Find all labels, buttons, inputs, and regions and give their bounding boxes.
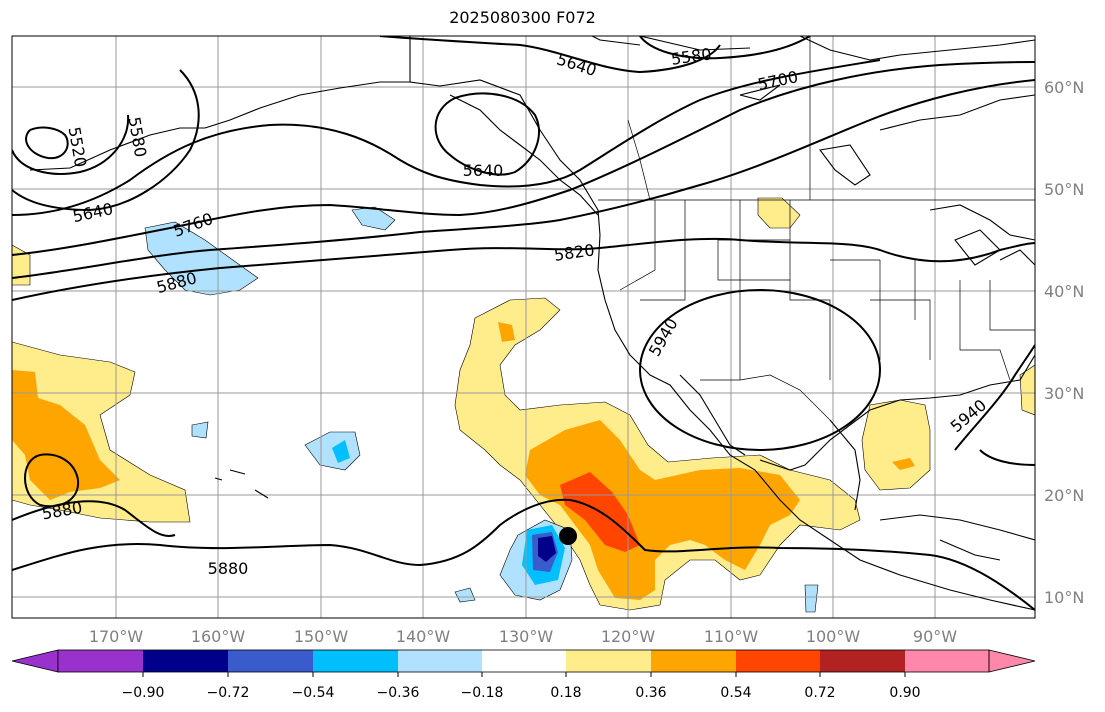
- contour-label: 5820: [553, 240, 596, 264]
- negative-anomaly-north: [144, 221, 259, 296]
- lat-label: 10°N: [1044, 588, 1084, 607]
- political-borders: [598, 36, 1035, 421]
- colorbar-tick-label: −0.54: [292, 685, 335, 701]
- positive-anomaly-florida: [1019, 364, 1035, 416]
- lon-label: 100°W: [806, 627, 861, 646]
- lon-label: 90°W: [913, 627, 957, 646]
- colorbar-tick-label: 0.90: [889, 685, 920, 701]
- lon-label: 160°W: [191, 627, 246, 646]
- colorbar-bin: [905, 650, 989, 672]
- colorbar-bin: [143, 650, 228, 672]
- lat-label: 30°N: [1044, 384, 1084, 403]
- positive-anomaly-plains: [757, 197, 801, 229]
- longitude-labels: 170°W 160°W 150°W 140°W 130°W 120°W 110°…: [89, 627, 957, 646]
- colorbar-tick-label: −0.18: [461, 685, 504, 701]
- graticule: [12, 36, 1035, 618]
- positive-anomaly-gulf: [861, 399, 931, 491]
- lon-label: 170°W: [89, 627, 144, 646]
- colorbar-tick-label: 0.18: [550, 685, 581, 701]
- lat-label: 20°N: [1044, 486, 1084, 505]
- colorbar: −0.90 −0.72 −0.54 −0.36 −0.18 0.18 0.36 …: [11, 649, 1036, 701]
- lat-label: 60°N: [1044, 78, 1084, 97]
- height-contours: [12, 36, 1035, 611]
- colorbar-bin: [736, 650, 820, 672]
- map-frame: [11, 35, 1036, 619]
- contour-label: 5640: [71, 199, 115, 226]
- colorbar-extend-min: [11, 649, 59, 673]
- colorbar-extend-max: [988, 649, 1036, 673]
- colorbar-tick-label: −0.72: [207, 685, 250, 701]
- colorbar-tick-label: 0.72: [804, 685, 835, 701]
- positive-anomaly-gulf-strong: [892, 458, 915, 470]
- colorbar-tick-label: −0.36: [377, 685, 420, 701]
- contour-label: 5640: [463, 161, 504, 180]
- negative-anomaly-hawaii: [304, 431, 361, 471]
- contour-label: 5520: [65, 125, 91, 168]
- contour-label: 5580: [670, 44, 713, 68]
- colorbar-bin: [651, 650, 736, 672]
- lat-label: 50°N: [1044, 180, 1084, 199]
- lon-label: 110°W: [704, 627, 759, 646]
- latitude-labels: 60°N 50°N 40°N 30°N 20°N 10°N: [1044, 78, 1084, 607]
- positive-anomaly-west-strong: [12, 370, 120, 500]
- contour-label: 5640: [554, 49, 599, 80]
- lon-label: 150°W: [294, 627, 349, 646]
- colorbar-bin: [228, 650, 313, 672]
- colorbar-bin: [398, 650, 482, 672]
- contour-label: 5880: [154, 268, 198, 297]
- colorbar-tick-label: −0.90: [122, 685, 165, 701]
- positive-anomaly-edge: [12, 244, 31, 286]
- colorbar-bin: [58, 650, 143, 672]
- contour-label: 5580: [125, 115, 151, 158]
- lat-label: 40°N: [1044, 282, 1084, 301]
- contour-label: 5880: [208, 559, 249, 578]
- lon-label: 140°W: [396, 627, 451, 646]
- colorbar-bin: [482, 650, 566, 672]
- storm-center-marker: [559, 527, 577, 545]
- anomaly-shading: [12, 197, 1035, 613]
- lon-label: 120°W: [601, 627, 656, 646]
- colorbar-tick-label: 0.36: [635, 685, 666, 701]
- negative-anomaly-center: [538, 536, 556, 562]
- colorbar-bin: [820, 650, 905, 672]
- colorbar-bin: [566, 650, 651, 672]
- colorbar-tick-label: 0.54: [720, 685, 751, 701]
- map-title: 2025080300 F072: [449, 8, 596, 27]
- colorbar-bin: [313, 650, 398, 672]
- lon-label: 130°W: [499, 627, 554, 646]
